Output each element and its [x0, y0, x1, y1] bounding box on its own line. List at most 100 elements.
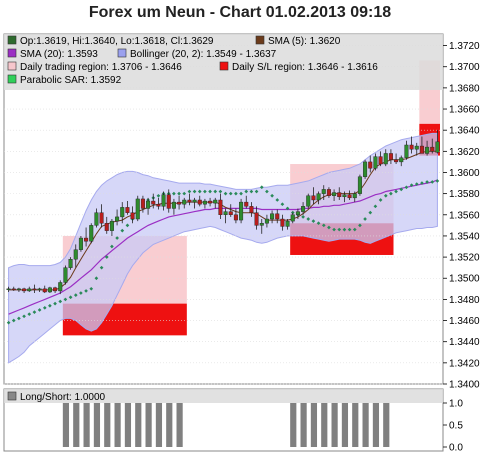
sar-point-2 [17, 316, 21, 321]
candle-body-65 [342, 194, 347, 198]
sar-point-60 [316, 221, 321, 226]
sar-point-8 [48, 303, 52, 308]
indicator-bar-1-61 [321, 403, 328, 447]
indicator-legend-label-0: Long/Short: 1.0000 [20, 392, 106, 403]
y-tick-label-4: 1.3640 [449, 126, 480, 137]
candle-body-56 [295, 211, 300, 215]
sar-point-54 [285, 206, 290, 211]
sar-point-17 [94, 276, 99, 281]
y-tick-label-15: 1.3420 [449, 358, 480, 369]
candle-body-77 [404, 144, 409, 158]
indicator-legend-background [4, 389, 443, 403]
sar-point-62 [327, 225, 331, 230]
legend-label-0: Op:1.3619, Hi:1.3640, Lo:1.3618, Cl:1.36… [20, 36, 214, 47]
indicator-bar-1-63 [331, 403, 338, 447]
candle-body-63 [332, 192, 337, 196]
price-plot-area [4, 45, 443, 385]
candle-body-28 [151, 200, 156, 205]
sar-point-9 [53, 301, 57, 306]
candle-body-25 [135, 198, 140, 220]
candle-body-39 [208, 200, 213, 204]
legend-swatch-3 [117, 48, 127, 58]
candle-body-73 [383, 153, 388, 165]
candle-body-40 [213, 199, 218, 204]
candle-body-6 [37, 288, 42, 291]
candle-body-52 [275, 213, 280, 220]
candle-body-10 [58, 282, 63, 292]
candle-body-62 [326, 189, 331, 196]
chart-title: Forex um Neun - Chart 01.02.2013 09:18 [88, 4, 392, 21]
sar-point-46 [244, 189, 249, 194]
indicator-bar-0-31 [166, 403, 173, 447]
candle-body-16 [89, 225, 94, 242]
candle-body-29 [156, 204, 161, 207]
legend-swatch-5 [219, 61, 229, 71]
candle-body-13 [73, 249, 78, 260]
candle-body-9 [53, 287, 58, 292]
legend-swatch-0 [7, 35, 17, 45]
sar-point-38 [203, 189, 207, 194]
indicator-bar-0-11 [62, 403, 70, 447]
candle-body-21 [115, 216, 120, 222]
sar-point-21 [115, 236, 119, 240]
indicator-bar-1-59 [310, 403, 318, 447]
candle-body-17 [94, 212, 99, 226]
indicator-bar-1-73 [383, 403, 390, 447]
y-tick-label-5: 1.3620 [449, 147, 480, 158]
candle-body-22 [120, 207, 125, 218]
candle-body-74 [388, 153, 393, 160]
sar-point-45 [239, 191, 243, 196]
ind-tick-label-2: 0.0 [449, 443, 463, 454]
sar-point-57 [301, 215, 305, 219]
candle-body-50 [264, 218, 269, 224]
sar-point-1 [11, 318, 16, 323]
candle-body-38 [202, 200, 207, 205]
y-tick-label-2: 1.3680 [449, 83, 480, 94]
legend-label-4: Daily trading region: 1.3706 - 1.3646 [20, 62, 182, 73]
candle-body-15 [84, 237, 89, 242]
indicator-legend: Long/Short: 1.0000 [4, 389, 443, 403]
indicator-bar-0-29 [155, 403, 163, 447]
y-tick-label-6: 1.3600 [449, 168, 480, 179]
candle-body-31 [166, 194, 171, 209]
legend-swatch-4 [7, 61, 17, 71]
sar-point-47 [249, 189, 254, 194]
candle-body-41 [218, 199, 223, 215]
sma5-line [8, 150, 438, 291]
legend-label-3: Bollinger (20, 2): 1.3549 - 1.3637 [130, 49, 277, 60]
sar-point-58 [306, 217, 311, 221]
sar-point-44 [234, 191, 238, 196]
candle-body-20 [109, 220, 114, 231]
sar-point-37 [197, 189, 202, 194]
sar-point-78 [409, 183, 414, 188]
candle-body-79 [414, 145, 419, 150]
sar-point-36 [192, 189, 197, 194]
indicator-bar-0-13 [73, 403, 80, 447]
sar-point-52 [275, 198, 280, 202]
indicator-bar-0-21 [114, 403, 121, 447]
ind-tick-label-0: 1.0 [449, 399, 463, 410]
indicator-bar-1-65 [341, 403, 349, 447]
candle-body-37 [197, 199, 202, 205]
y-tick-label-8: 1.3560 [449, 210, 480, 221]
candle-body-14 [78, 237, 83, 250]
sar-point-77 [404, 185, 409, 190]
candle-body-55 [290, 214, 295, 222]
sar-point-42 [223, 191, 228, 196]
indicator-bar-0-27 [145, 403, 152, 447]
y-tick-label-14: 1.3440 [449, 337, 480, 348]
candle-body-60 [316, 193, 321, 201]
y-tick-label-9: 1.3540 [449, 231, 480, 242]
candle-body-19 [104, 223, 109, 231]
candle-body-61 [321, 189, 326, 194]
sar-point-83 [435, 179, 440, 183]
candle-body-26 [140, 198, 145, 209]
legend-label-5: Daily S/L region: 1.3646 - 1.3616 [232, 62, 378, 73]
sar-point-71 [373, 204, 378, 209]
candle-body-67 [352, 193, 357, 199]
sar-point-82 [430, 180, 435, 184]
sar-point-53 [280, 202, 285, 207]
candle-body-68 [357, 176, 362, 194]
candle-body-7 [42, 288, 47, 293]
